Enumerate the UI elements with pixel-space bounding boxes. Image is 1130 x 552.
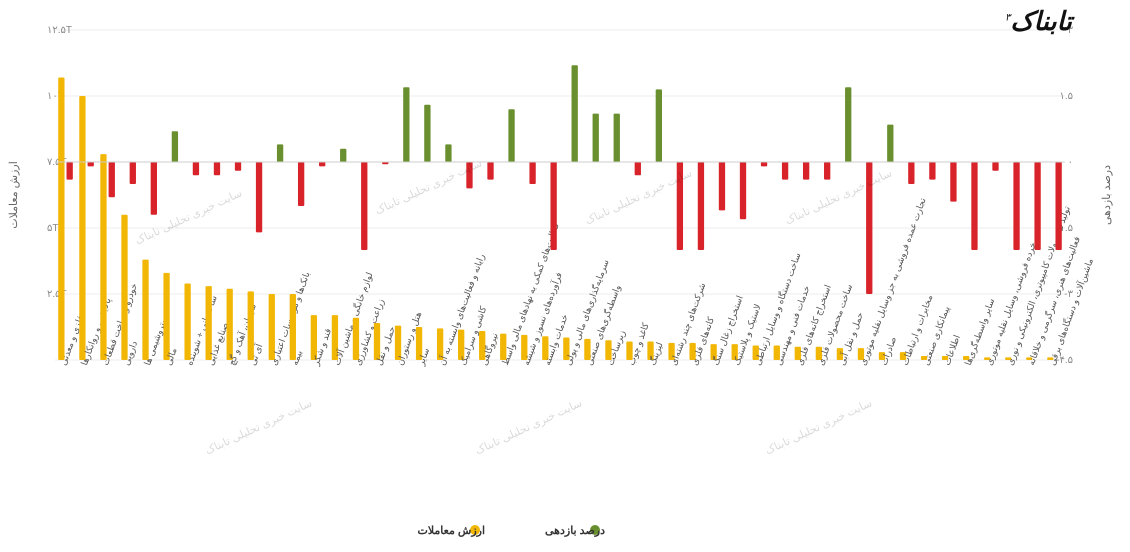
return-bar [193, 162, 199, 175]
return-bar [929, 162, 935, 180]
return-bar [971, 162, 977, 250]
legend-label-value: ارزش معاملات [417, 525, 485, 537]
return-bar [908, 162, 914, 184]
return-bar [151, 162, 157, 215]
return-bar [761, 162, 767, 166]
return-bar [635, 162, 641, 175]
site-logo: تابناک۳ [1005, 6, 1072, 37]
watermark: سایت خبری تحلیلی تابناک [763, 397, 874, 457]
return-bar [824, 162, 830, 180]
return-bar [403, 87, 409, 162]
return-bar [172, 131, 178, 162]
value-bar [58, 78, 64, 360]
return-bar [803, 162, 809, 180]
watermark: سایت خبری تحلیلی تابناک [783, 167, 894, 227]
dual-axis-bar-chart: ۲.۵T۵T۷.۵T۱۰T۱۲.۵Tارزش معاملات۳۱.۵۰۱.۵-۳… [0, 0, 1130, 552]
return-bar [845, 87, 851, 162]
svg-text:۱۲.۵T: ۱۲.۵T [47, 25, 72, 36]
value-bar [79, 96, 85, 360]
return-bar [887, 125, 893, 162]
return-bar [550, 162, 556, 250]
value-bar [121, 215, 127, 360]
legend-label-return: درصد بازدهی [545, 525, 605, 537]
value-bar [142, 260, 148, 360]
return-bar [614, 114, 620, 162]
svg-text:درصد بازدهی: درصد بازدهی [1101, 165, 1113, 225]
return-bar [298, 162, 304, 206]
return-bar [1013, 162, 1019, 250]
return-bar [740, 162, 746, 219]
return-bar [487, 162, 493, 180]
return-bar [424, 105, 430, 162]
return-bar [782, 162, 788, 180]
return-bar [235, 162, 241, 171]
watermark: سایت خبری تحلیلی تابناک [473, 397, 584, 457]
return-bar [130, 162, 136, 184]
return-bar [319, 162, 325, 166]
return-bar [656, 89, 662, 162]
return-bar [1034, 162, 1040, 250]
return-bar [992, 162, 998, 171]
return-bar [950, 162, 956, 202]
return-bar [340, 149, 346, 162]
svg-text:۵T: ۵T [47, 223, 58, 234]
return-bar [361, 162, 367, 250]
return-bar [1055, 162, 1061, 250]
return-bar [214, 162, 220, 175]
watermark: سایت خبری تحلیلی تابناک [203, 397, 314, 457]
return-bar [698, 162, 704, 250]
return-bar [508, 109, 514, 162]
svg-text:۰: ۰ [1068, 157, 1073, 168]
svg-text:۱.۵: ۱.۵ [1059, 91, 1073, 102]
return-bar [67, 162, 73, 180]
return-bar [277, 144, 283, 162]
logo-text: تابناک [1010, 6, 1071, 36]
return-bar [88, 162, 94, 166]
chart-container: { "logo": { "text": "تابناک", "sup": "۳"… [0, 0, 1130, 552]
return-bar [445, 144, 451, 162]
return-bar [256, 162, 262, 232]
return-bar [109, 162, 115, 197]
value-bar [100, 154, 106, 360]
watermark: سایت خبری تحلیلی تابناک [133, 187, 244, 247]
svg-text:ارزش معاملات: ارزش معاملات [8, 161, 20, 229]
return-bar [593, 114, 599, 162]
category-label: صادرات [879, 335, 900, 367]
return-bar [719, 162, 725, 210]
category-label: اطلاعات [942, 334, 962, 367]
return-bar [572, 65, 578, 162]
return-bar [529, 162, 535, 184]
